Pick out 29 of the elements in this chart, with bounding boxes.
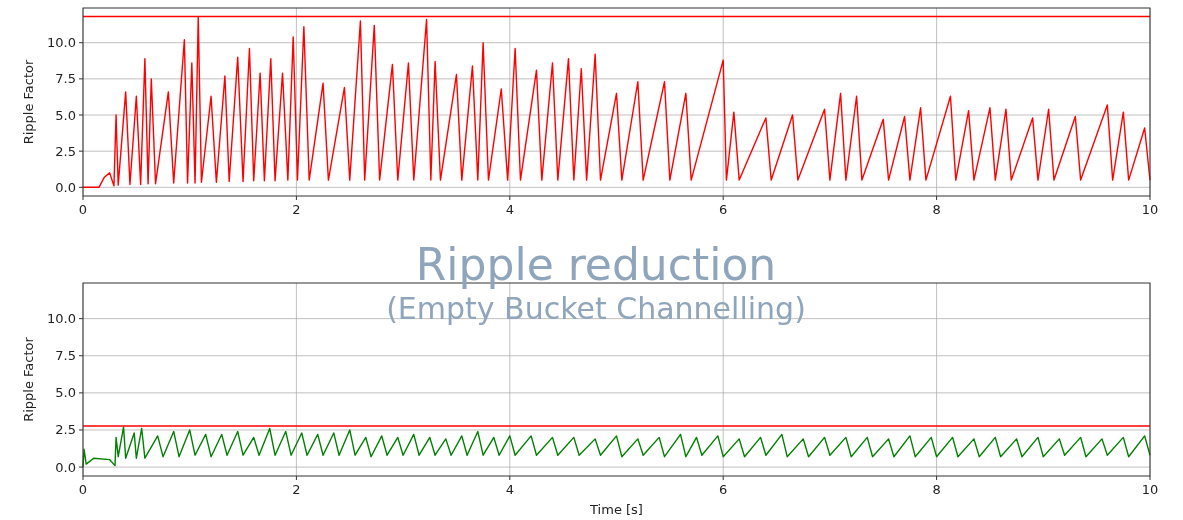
line-series: [82, 15, 1151, 189]
x-tick-label: 2: [292, 202, 301, 217]
x-tick-label: 2: [292, 482, 301, 497]
y-tick-label: 5.0: [55, 107, 76, 123]
y-axis-title: Ripple Factor: [21, 336, 36, 422]
y-tick-label: 0.0: [55, 459, 76, 475]
y-tick-label: 2.5: [55, 422, 76, 438]
x-tick-label: 6: [719, 482, 728, 497]
y-tick-label: 0.0: [55, 179, 76, 195]
x-tick-label: 0: [78, 482, 88, 497]
y-tick-label: 2.5: [55, 143, 76, 159]
x-tick-label: 10: [1141, 482, 1159, 497]
x-tick-label: 6: [719, 202, 728, 217]
annotation: Ripple reduction: [415, 239, 777, 290]
x-tick-label: 4: [505, 202, 514, 217]
y-tick-label: 7.5: [55, 348, 76, 364]
y-tick-label: 10.0: [47, 35, 76, 51]
x-axis-title: Time [s]: [589, 502, 643, 517]
x-tick-label: 4: [505, 482, 514, 497]
x-tick-label: 0: [78, 202, 88, 217]
y-axis-title: Ripple Factor: [21, 59, 36, 145]
y-tick-label: 5.0: [55, 385, 76, 401]
line-series: [82, 426, 1151, 468]
x-tick-label: 8: [932, 202, 941, 217]
y-tick-label: 10.0: [47, 311, 76, 327]
annotation: (Empty Bucket Channelling): [386, 291, 806, 326]
x-tick-label: 8: [932, 482, 941, 497]
x-tick-label: 10: [1141, 202, 1159, 217]
y-tick-label: 7.5: [55, 71, 76, 87]
